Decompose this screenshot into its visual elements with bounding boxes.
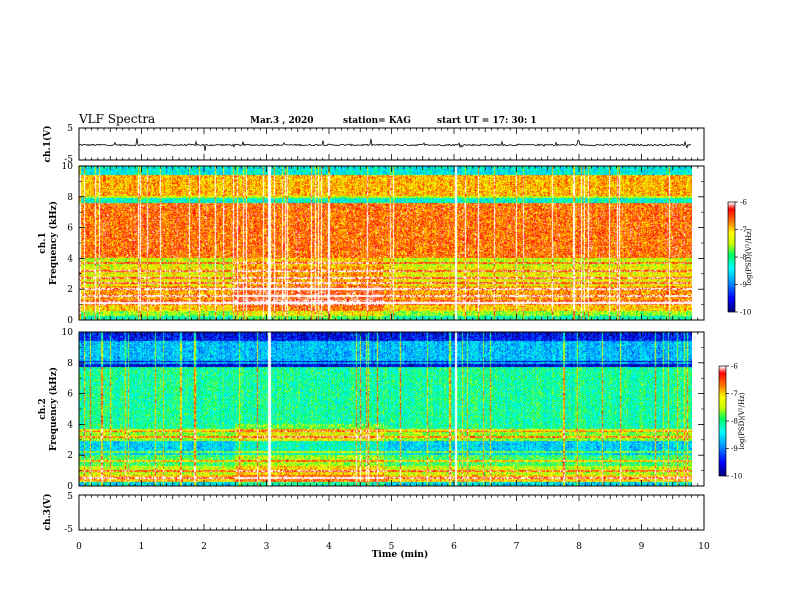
ch2-spectrogram-image <box>79 332 692 486</box>
x-tick-label: 4 <box>326 542 332 552</box>
ch2-colorbar-gradient <box>719 366 726 476</box>
colorbar-tick-label: -10 <box>731 473 742 481</box>
ch2-spectrogram-panel: 0 2 4 6 8 10 ch.2 Frequency (kHz) -6 -7 -8 -9 -10… <box>38 328 746 492</box>
station-label: station= KAG <box>343 116 411 126</box>
colorbar-tick-label: -10 <box>740 309 751 317</box>
ch1-spectrogram-panel: 0 2 4 6 8 10 ch.1 Frequency (kHz) -6 -7 -8 -9 -10… <box>38 162 753 326</box>
ch1-ytick-bottom: -5 <box>64 155 73 165</box>
ch1-freq-ticks: 0 2 4 6 8 10 <box>62 162 704 326</box>
freq-tick-label: 4 <box>67 420 73 430</box>
colorbar-tick-label: -9 <box>731 445 738 453</box>
x-tick-label: 3 <box>264 542 270 552</box>
ch3-xticks <box>78 495 705 530</box>
freq-tick-label: 6 <box>67 390 73 400</box>
ch3-ytick-bottom: -5 <box>64 525 73 535</box>
ch2-colorbar-label: log(PSD)(V²/Hz) <box>738 392 746 449</box>
freq-tick-label: 4 <box>67 254 73 264</box>
ch2-colorbar-ticks: -6 -7 -8 -9 -10 <box>726 363 742 481</box>
x-axis-tick-labels: 0 1 2 3 4 5 6 7 8 9 10 <box>76 542 710 552</box>
freq-tick-label: 6 <box>67 224 73 234</box>
x-tick-label: 8 <box>576 542 582 552</box>
x-tick-label: 0 <box>76 542 82 552</box>
freq-tick-label: 10 <box>62 162 74 172</box>
colorbar-tick-label: -6 <box>740 199 747 207</box>
ch1-waveform-trace <box>79 138 691 152</box>
freq-tick-label: 2 <box>67 451 73 461</box>
date-label: Mar.3 , 2020 <box>250 116 314 126</box>
ch1-colorbar-label: log(PSD)(V²/Hz) <box>745 228 753 285</box>
ch1-spectrogram-image <box>79 166 692 320</box>
ch2-frequency-label: Frequency (kHz) <box>48 367 59 451</box>
ch3-ytick-top: 5 <box>67 492 73 502</box>
x-tick-label: 7 <box>514 542 520 552</box>
ch1-colorbar-ticks: -6 -7 -8 -9 -10 <box>735 199 751 317</box>
x-tick-label: 9 <box>639 542 645 552</box>
freq-tick-label: 0 <box>67 316 73 326</box>
freq-tick-label: 10 <box>62 328 74 338</box>
x-tick-label: 1 <box>139 542 145 552</box>
colorbar-tick-label: -6 <box>731 363 738 371</box>
ch1-spec-xticks <box>78 166 705 320</box>
x-tick-label: 5 <box>389 542 395 552</box>
start-time-label: start UT = 17: 30: 1 <box>437 116 537 126</box>
ch1-waveform-panel: 5 -5 ch.1(V) <box>42 124 705 165</box>
ch1-channel-label: ch.1 <box>38 232 48 253</box>
ch1-voltage-label: ch.1(V) <box>42 126 53 163</box>
freq-tick-label: 8 <box>67 359 73 369</box>
freq-tick-label: 2 <box>67 285 73 295</box>
x-tick-label: 6 <box>451 542 457 552</box>
ch2-channel-label: ch.2 <box>38 398 48 419</box>
ch3-voltage-label: ch.3(V) <box>42 494 53 531</box>
ch1-colorbar-gradient <box>728 202 735 312</box>
ch1-frequency-label: Frequency (kHz) <box>48 201 59 285</box>
figure-title: VLF Spectra <box>78 112 155 126</box>
ch2-spec-xticks <box>78 332 705 486</box>
ch1-ytick-top: 5 <box>67 124 73 134</box>
colorbar-tick-label: -9 <box>740 281 747 289</box>
x-axis-label: Time (min) <box>372 549 429 560</box>
ch1-xticks <box>78 128 705 160</box>
colorbar-tick-label: -7 <box>740 226 747 234</box>
colorbar-tick-label: -7 <box>731 390 738 398</box>
ch2-freq-ticks: 0 2 4 6 8 10 <box>62 328 704 492</box>
ch3-waveform-panel: 5 -5 ch.3(V) 0 1 2 3 4 5 6 7 8 9 10 Time (min) <box>42 492 710 560</box>
colorbar-tick-label: -8 <box>731 418 738 426</box>
x-tick-label: 2 <box>201 542 207 552</box>
x-tick-label: 10 <box>698 542 710 552</box>
freq-tick-label: 8 <box>67 193 73 203</box>
colorbar-tick-label: -8 <box>740 254 747 262</box>
freq-tick-label: 0 <box>67 482 73 492</box>
